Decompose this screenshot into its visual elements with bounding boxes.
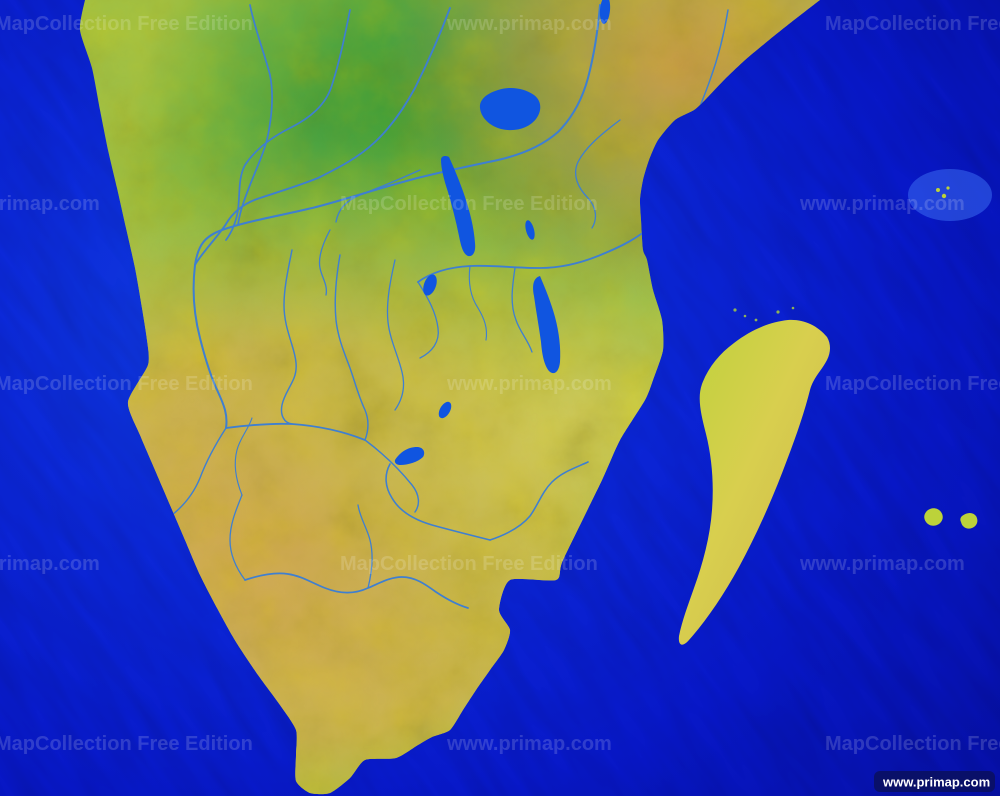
svg-text:www.primap.com: www.primap.com — [0, 193, 100, 215]
svg-text:MapCollection Free Edition: MapCollection Free Edition — [0, 13, 253, 35]
svg-text:www.primap.com: www.primap.com — [882, 775, 990, 790]
svg-text:MapCollection Free Edition: MapCollection Free Edition — [825, 733, 1000, 755]
svg-text:MapCollection Free Edition: MapCollection Free Edition — [0, 733, 253, 755]
svg-text:www.primap.com: www.primap.com — [799, 193, 965, 215]
svg-text:www.primap.com: www.primap.com — [446, 13, 612, 35]
svg-text:MapCollection Free Edition: MapCollection Free Edition — [825, 373, 1000, 395]
svg-text:MapCollection Free Edition: MapCollection Free Edition — [340, 553, 598, 575]
svg-text:MapCollection Free Edition: MapCollection Free Edition — [340, 193, 598, 215]
svg-text:www.primap.com: www.primap.com — [446, 733, 612, 755]
svg-text:MapCollection Free Edition: MapCollection Free Edition — [0, 373, 253, 395]
svg-text:MapCollection Free Edition: MapCollection Free Edition — [825, 13, 1000, 35]
svg-text:www.primap.com: www.primap.com — [799, 553, 965, 575]
svg-text:www.primap.com: www.primap.com — [0, 553, 100, 575]
svg-text:www.primap.com: www.primap.com — [446, 373, 612, 395]
